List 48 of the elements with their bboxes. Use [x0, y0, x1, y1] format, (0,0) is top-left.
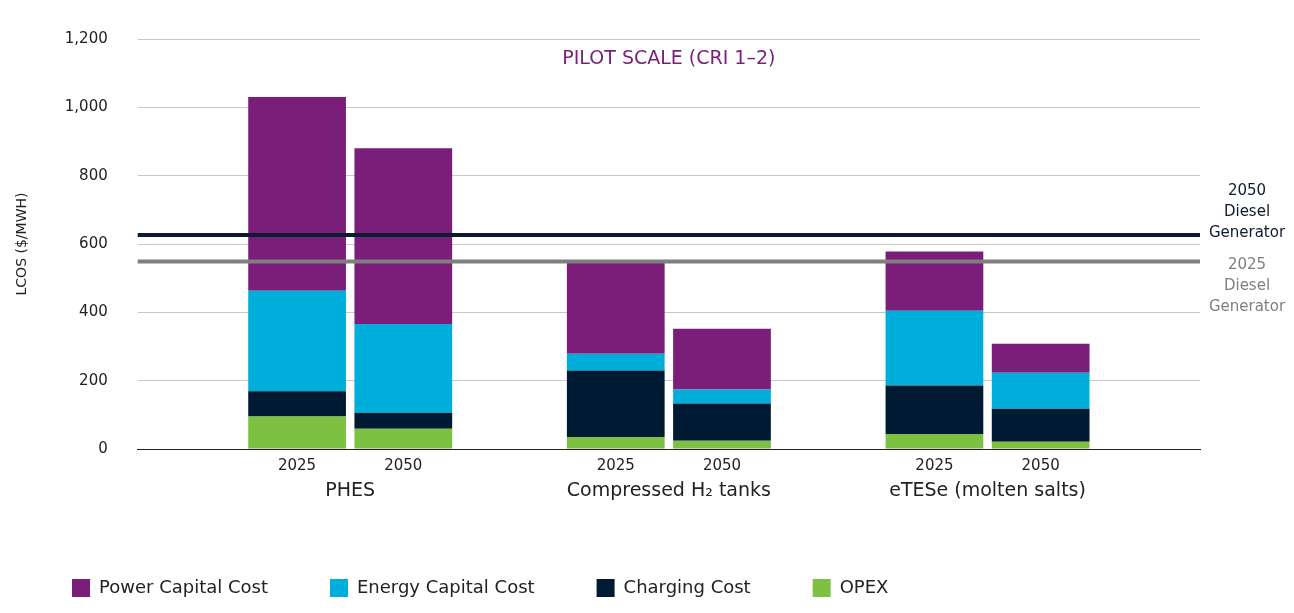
y-tick-label: 400 [79, 302, 108, 321]
text: PHES [325, 477, 376, 500]
chart-title: PILOT SCALE (CRI 1–2) [562, 45, 776, 68]
bar [566, 353, 665, 371]
bar [991, 408, 1090, 442]
bar [248, 290, 346, 392]
ref-line-label: 2050 Diesel Generator [1208, 181, 1286, 242]
bar [885, 385, 984, 434]
text: eTESe (molten salts) [889, 477, 1086, 500]
x-tick-label: 2025 [277, 455, 317, 474]
bar [354, 428, 453, 449]
bar [566, 261, 665, 354]
bar [885, 433, 984, 449]
text: Compressed H₂ tanks [566, 477, 771, 500]
legend-label: Energy Capital Cost [357, 575, 535, 597]
y-tick-label: 200 [79, 370, 108, 389]
bar [673, 389, 771, 404]
bar [354, 148, 453, 324]
legend-label: Power Capital Cost [99, 575, 268, 597]
x-tick-label: 2050 [702, 455, 742, 474]
bar [354, 412, 453, 429]
y-tick-label: 600 [79, 233, 108, 252]
x-tick-label: 2050 [384, 455, 423, 474]
bar [991, 441, 1090, 449]
bar [566, 370, 665, 438]
bar [885, 310, 984, 386]
bar [248, 416, 346, 449]
y-axis-title: LCOS ($/MWH) [13, 192, 30, 296]
ref-line-label: 2025 Diesel Generator [1208, 255, 1286, 316]
legend-label: OPEX [839, 575, 889, 597]
bar [673, 440, 771, 449]
bar [354, 323, 453, 413]
x-tick-label: 2025 [915, 455, 954, 474]
bar [248, 97, 346, 291]
bar [885, 251, 984, 311]
y-tick-label: 0 [98, 438, 108, 457]
y-tick-label: 1,000 [64, 97, 108, 116]
x-tick-label: 2025 [596, 455, 635, 474]
bar [673, 403, 771, 441]
bar [991, 372, 1090, 409]
bar [991, 343, 1090, 373]
y-tick-label: 800 [79, 165, 108, 184]
bar [566, 437, 665, 449]
x-tick-label: 2050 [1021, 455, 1060, 474]
bar [248, 391, 346, 417]
y-tick-label: 1,200 [64, 28, 108, 47]
legend-label: Charging Cost [623, 575, 751, 597]
bar [673, 328, 771, 390]
